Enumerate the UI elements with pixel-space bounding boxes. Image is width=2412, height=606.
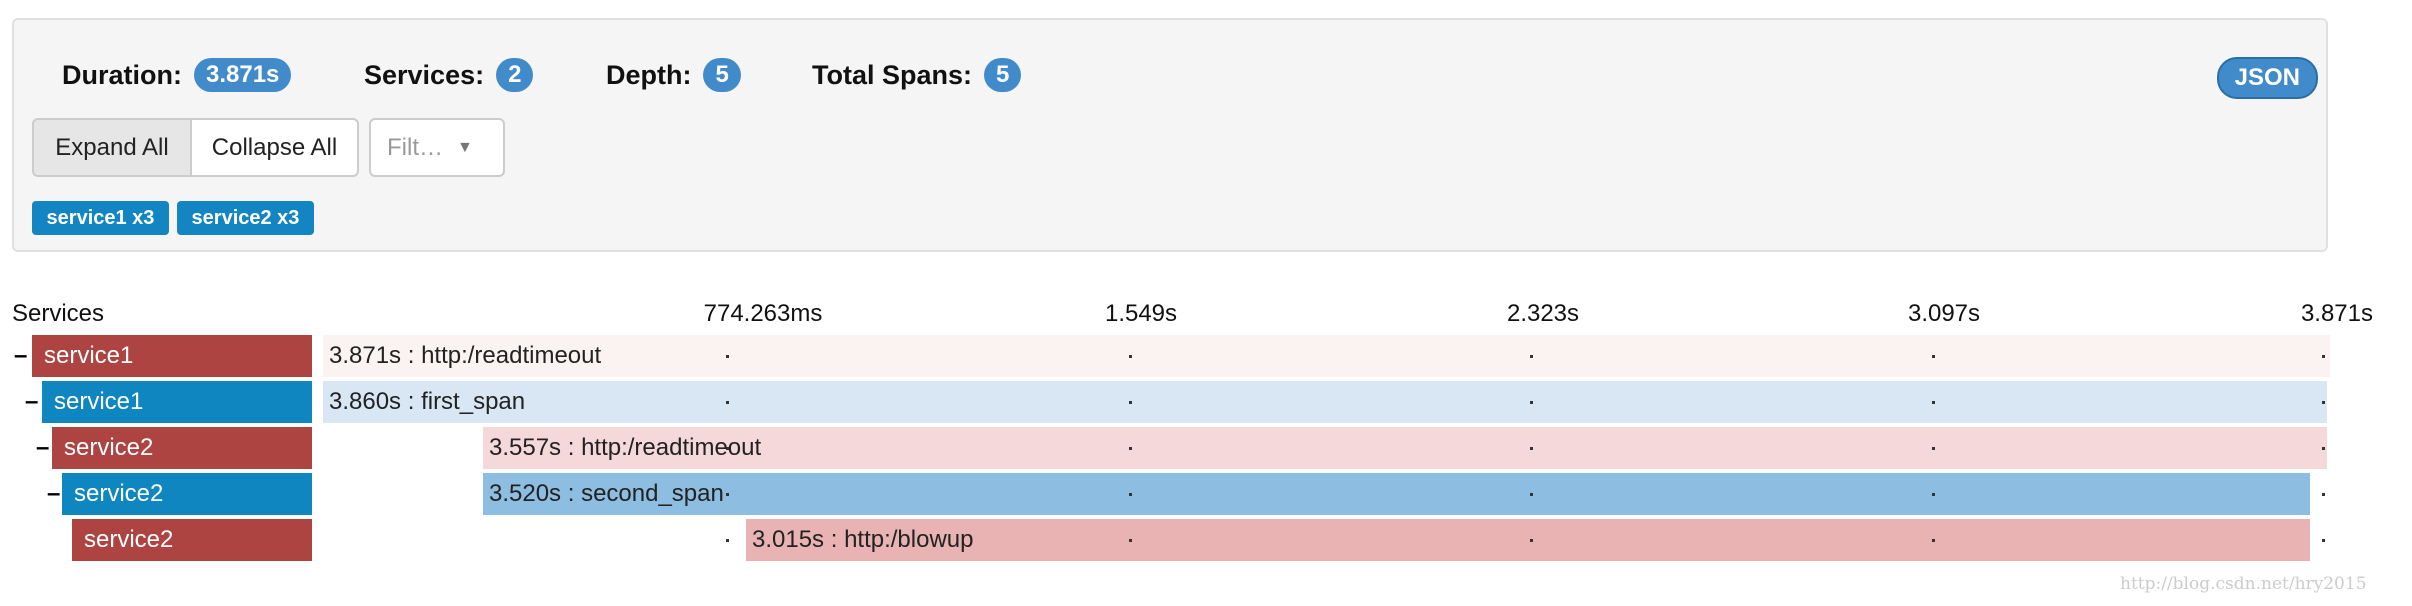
span-label: 3.860s : first_span [329, 388, 526, 415]
span-bar[interactable] [323, 381, 2327, 423]
tick-dot [1932, 539, 1935, 542]
tick-dot [726, 447, 729, 450]
time-tick-label: 2.323s [1506, 300, 1580, 327]
tick-dot [726, 493, 729, 496]
tick-dot [2322, 447, 2325, 450]
service-name[interactable]: service1 [42, 381, 312, 423]
services-heading: Services [12, 300, 105, 327]
tick-dot [1530, 447, 1533, 450]
tick-dot [1530, 493, 1533, 496]
toggle[interactable]: – [36, 434, 50, 461]
tick-dot [1129, 355, 1132, 358]
tick-dot [1932, 401, 1935, 404]
span-bar[interactable] [483, 427, 2327, 469]
stat-badge: 5 [703, 58, 741, 92]
tick-dot [726, 401, 729, 404]
stat: Duration: 3.871s [62, 58, 292, 92]
stat-badge: 3.871s [193, 58, 292, 92]
time-tick-label: 3.871s [2300, 300, 2373, 327]
tick-dot [2322, 401, 2325, 404]
toggle[interactable]: – [47, 480, 61, 507]
service-tag[interactable]: service1 x3 [32, 201, 169, 235]
tick-dot [726, 539, 729, 542]
tick-dot [726, 355, 729, 358]
stat-badge: 5 [984, 58, 1022, 92]
tick-dot [1530, 355, 1533, 358]
tick-dot [1932, 355, 1935, 358]
stat: Depth: 5 [606, 58, 741, 92]
time-tick-label: 3.097s [1907, 300, 1981, 327]
tick-dot [1530, 539, 1533, 542]
stat-label: Total Spans: [812, 59, 973, 90]
toggle[interactable]: – [25, 388, 39, 415]
tick-dot [2322, 355, 2325, 358]
tick-dot [1129, 539, 1132, 542]
tick-dot [1530, 401, 1533, 404]
span-bar[interactable] [746, 519, 2310, 561]
collapse-all-button[interactable]: Collapse All [190, 118, 359, 177]
stat: Total Spans: 5 [812, 58, 1022, 92]
span-label: 3.520s : second_span [489, 480, 724, 507]
stat-label: Services: [364, 59, 485, 90]
service-name[interactable]: service2 [52, 427, 312, 469]
span-bar[interactable] [483, 473, 2310, 515]
tick-dot [1932, 493, 1935, 496]
filter-select[interactable]: Filt… ▼ [369, 118, 505, 177]
span-label: 3.871s : http:/readtimeout [329, 342, 602, 369]
tick-dot [1932, 447, 1935, 450]
tick-dot [2322, 539, 2325, 542]
expand-all-button[interactable]: Expand All [32, 118, 192, 177]
tick-dot [1129, 447, 1132, 450]
watermark: http://blog.csdn.net/hry2015 [2120, 574, 2367, 594]
tick-dot [1129, 493, 1132, 496]
service-name[interactable]: service2 [72, 519, 312, 561]
json-button[interactable]: JSON [2216, 57, 2318, 99]
service-name[interactable]: service2 [62, 473, 312, 515]
dropdown-arrow: ▼ [457, 138, 473, 156]
stat-label: Duration: [62, 59, 182, 90]
span-label: 3.557s : http:/readtimeout [489, 434, 762, 461]
service-tag[interactable]: service2 x3 [177, 201, 314, 235]
span-bar[interactable] [323, 335, 2330, 377]
filter-placeholder: Filt… [387, 133, 443, 161]
trace-summary-panel [12, 18, 2328, 252]
tick-dot [1129, 401, 1132, 404]
stat: Services: 2 [364, 58, 534, 92]
span-label: 3.015s : http:/blowup [752, 526, 974, 553]
stat-badge: 2 [496, 58, 534, 92]
stat-label: Depth: [606, 59, 692, 90]
toggle[interactable]: – [14, 342, 28, 369]
time-tick-label: 774.263ms [703, 300, 823, 327]
time-tick-label: 1.549s [1104, 300, 1178, 327]
service-name[interactable]: service1 [32, 335, 312, 377]
tick-dot [2322, 493, 2325, 496]
